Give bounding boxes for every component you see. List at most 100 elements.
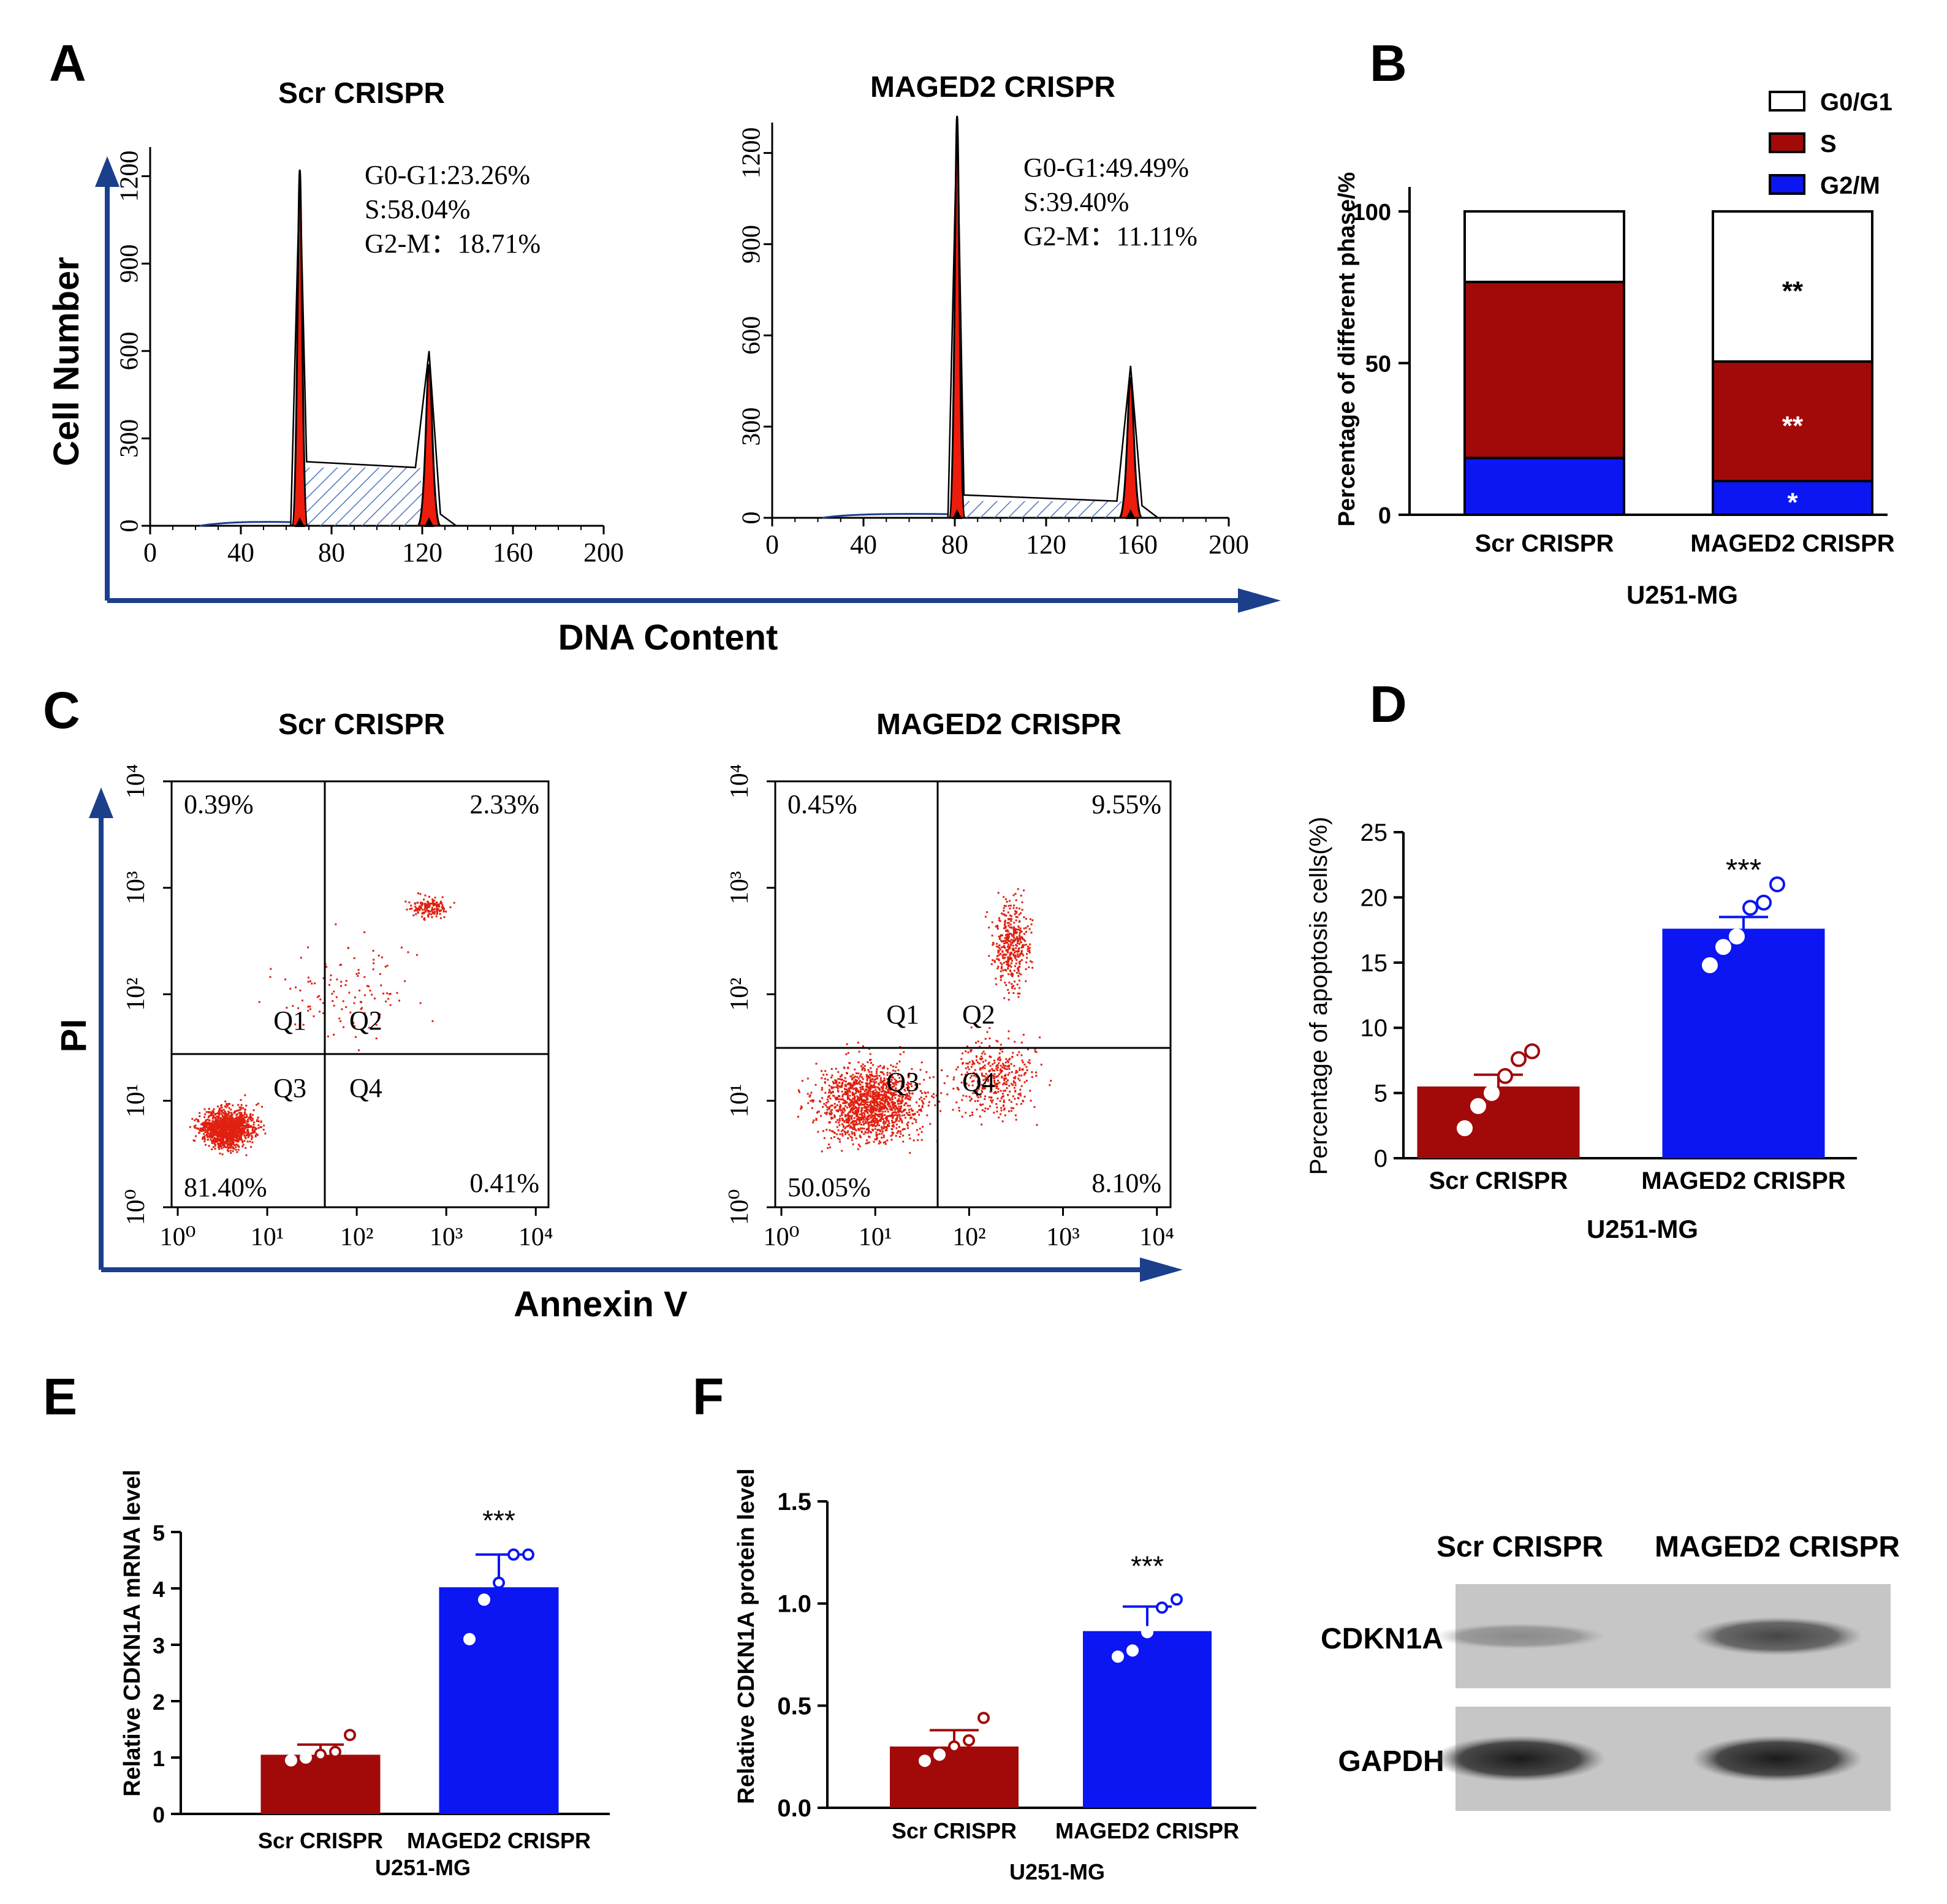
flow-dot [890,1107,893,1110]
flow-dot [216,1135,218,1137]
b-bar-g0g1 [1463,210,1625,284]
flow-dot [844,1100,847,1102]
flow-dot [895,1118,897,1120]
flow-dot [1019,1079,1021,1082]
flow-dot [870,1108,872,1110]
flow-dot [996,958,998,960]
flow-dot [885,1106,887,1109]
flow-dot [218,1134,220,1136]
flow-dot [897,1111,900,1113]
flow-dot [1020,973,1022,976]
flow-dot [971,1114,974,1116]
flow-dot [1010,1063,1012,1065]
flow-dot [360,1008,362,1011]
flow-dot [1008,936,1010,939]
flow-dot [248,1125,251,1127]
flow-dot [238,1131,241,1133]
flow-dot [862,1066,865,1069]
flow-dot [870,1095,871,1098]
flow-dot [996,946,998,948]
flow-dot [865,1142,867,1145]
flow-dot [1000,975,1002,977]
flow-dot [841,1114,843,1116]
flow-dot [961,1099,963,1101]
flow-dot [871,1112,874,1114]
hist-peak-marker [424,517,435,527]
flow-dot [875,1139,878,1140]
flow-dot [1003,961,1005,964]
flow-dot [887,1125,889,1128]
flow-dot [866,1118,868,1120]
flow-dot [1011,960,1013,962]
flow-dot [218,1148,221,1150]
flow-dot [864,1106,866,1108]
flow-dot [240,1104,243,1106]
flow-dot [964,1082,966,1085]
flow-dot [841,1134,844,1137]
flow-dot [883,1093,886,1095]
flow-dot [384,965,387,968]
flow-dot [863,1107,865,1109]
flow-dot [219,1139,221,1141]
flow-dot [879,1081,882,1083]
flow-dot [432,903,435,905]
flow-dot [880,1077,882,1079]
blot-band [1434,1735,1606,1782]
flow-dot [999,938,1001,940]
flow-dot [865,1075,868,1078]
flow-dot [227,1125,230,1127]
flow-dot [887,1087,890,1090]
flow-dot [1006,929,1009,931]
flow-dot [233,1112,236,1114]
flow-dot [216,1120,218,1122]
flow-dot [441,904,444,906]
flow-dot [863,1115,866,1117]
flow-dot [215,1140,218,1143]
flow-dot [199,1112,201,1114]
flow-dot [226,1121,228,1123]
flow-dot [816,1112,818,1114]
flow-dot [836,1104,838,1106]
flow-dot [353,1002,355,1004]
flow-dot [222,1134,225,1137]
flow-dot [348,992,351,994]
flow-dot [998,1082,1001,1084]
flow-dot [839,1106,841,1109]
flow-dot [844,1133,846,1136]
flow-dot [984,1075,986,1077]
flow-dot [830,1117,833,1119]
flow-dot [881,1115,883,1118]
flow-dot [1010,966,1012,968]
flow-dot [998,1052,1001,1055]
flow-dot [210,1132,212,1134]
flow-dot [897,1090,899,1093]
flow-dot [1018,979,1020,982]
flow-dot [890,1079,893,1081]
flow-dot [426,909,428,911]
flow-dot [1019,963,1021,965]
flow-dot [849,1109,852,1111]
flow-dot [210,1114,212,1117]
flow-dot [986,911,989,913]
flow-dot [238,1134,241,1137]
flow-dot [998,935,1000,938]
flow-dot [414,906,417,908]
flow-dot [427,914,430,917]
flow-dot [861,1115,863,1117]
flow-dot [946,1075,949,1077]
flow-dot [197,1119,199,1121]
hist-x-tick-label: 120 [1026,529,1066,559]
flow-dot [1016,942,1019,944]
flow-dot [368,985,370,988]
flow-dot [897,1107,899,1110]
flow-dot [238,1121,240,1124]
flow-dot [1008,1030,1010,1033]
flow-dot [429,910,431,912]
flow-dot [995,1103,998,1105]
flow-dot [878,1075,881,1077]
flow-dot [233,1139,235,1142]
flow-dot [436,903,438,906]
flow-dot [985,1076,988,1079]
flow-dot [1004,957,1006,959]
flow-dot [1027,925,1029,927]
